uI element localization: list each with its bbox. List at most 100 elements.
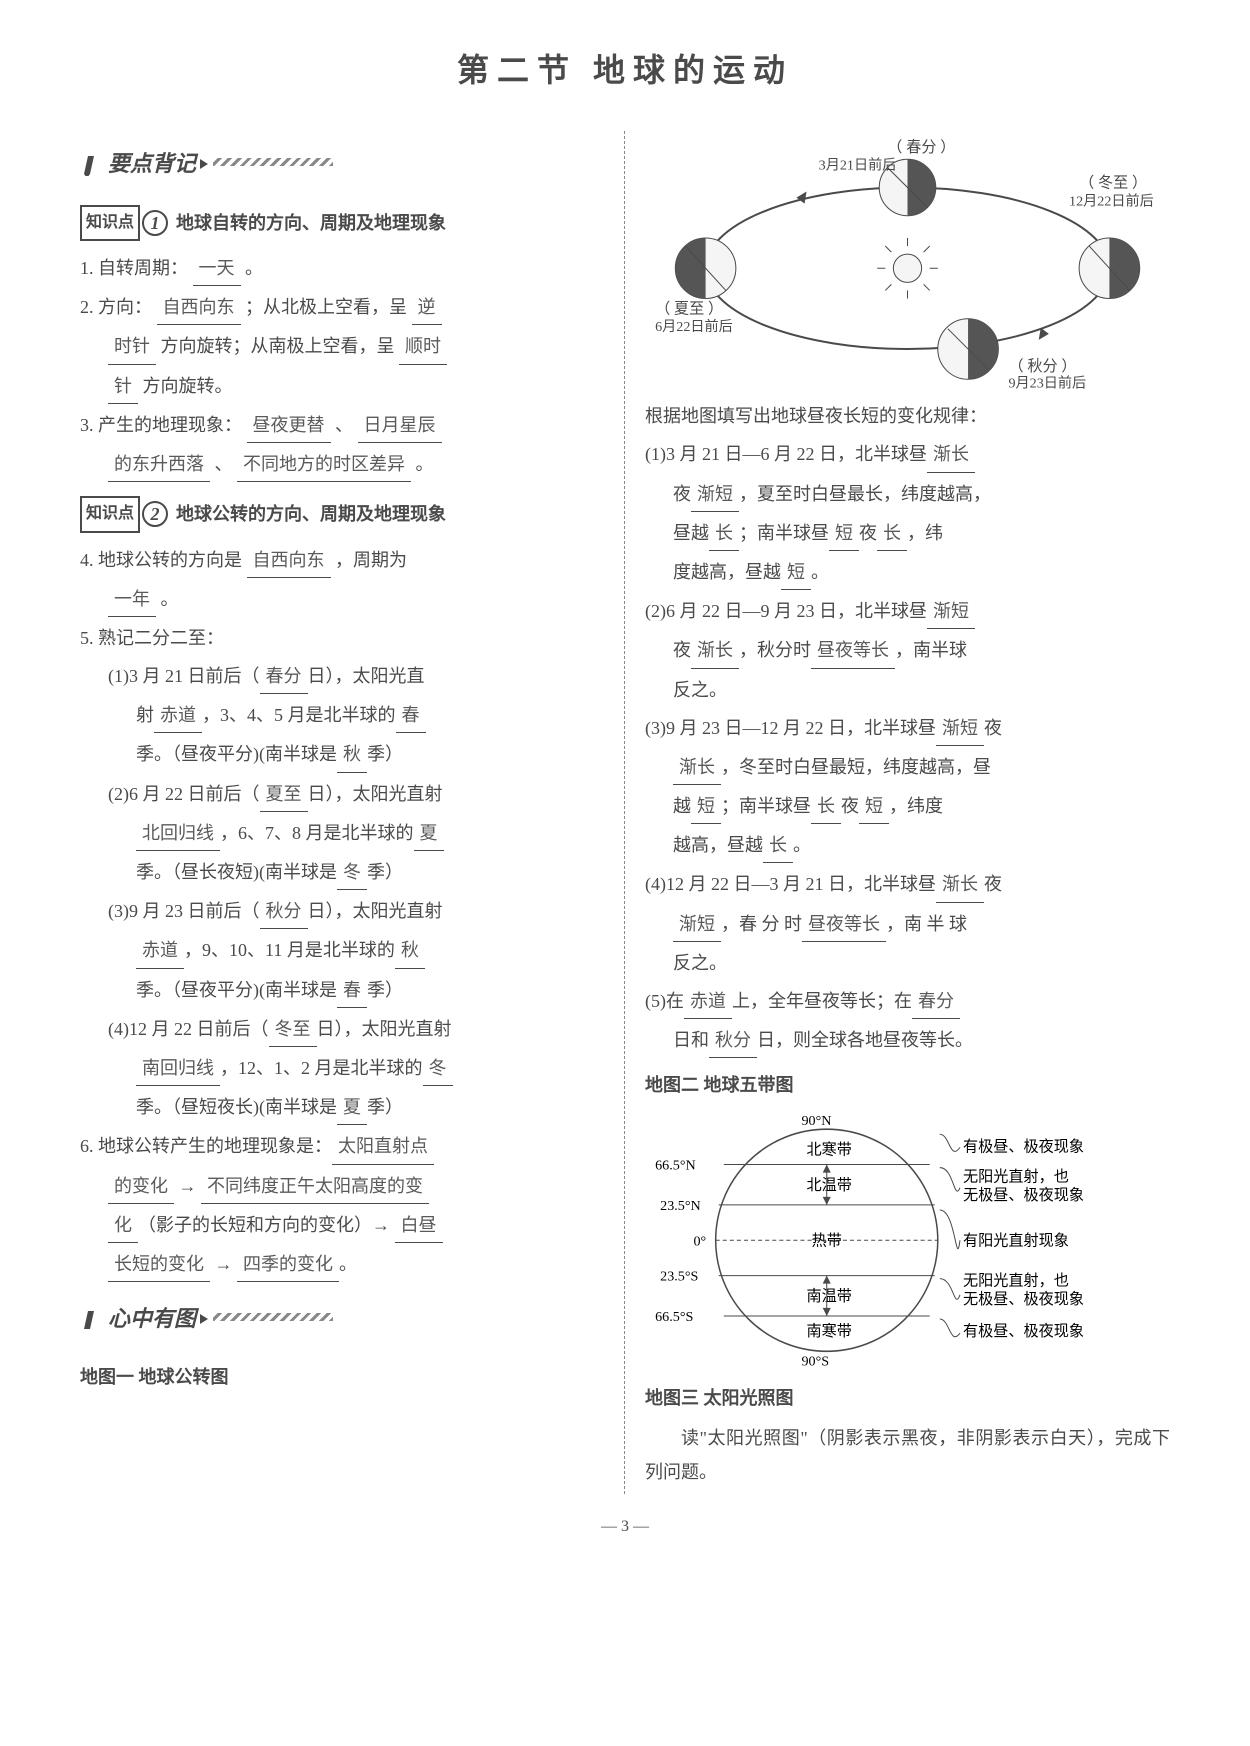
kp1-title: 地球自转的方向、周期及地理现象 [176,206,446,240]
r1-l2: 夜渐短，夏至时白昼最长，纬度越高， [645,477,1170,512]
svg-text:3月21日前后: 3月21日前后 [819,156,897,173]
svg-text:12月22日前后: 12月22日前后 [1069,192,1154,209]
q5-2-l3: 季。（昼长夜短)(南半球是冬季） [80,855,604,890]
page-title: 第二节 地球的运动 [80,40,1170,101]
kp2-box: 知识点 [80,496,140,532]
q3: 3. 产生的地理现象： 昼夜更替 、 日月星辰 [80,408,604,443]
q4: 4. 地球公转的方向是 自西向东 ，周期为 [80,543,604,578]
stripe-decoration [213,1313,333,1321]
q5-1: (1)3 月 21 日前后（春分日），太阳光直 [80,659,604,694]
r3: (3)9 月 23 日—12 月 22 日，北半球昼渐短夜 [645,711,1170,746]
q6-l3: 化（影子的长短和方向的变化）→ 白昼 [80,1208,604,1243]
q5-2-l2: 北回归线，6、7、8 月是北半球的夏 [80,816,604,851]
svg-text:90°N: 90°N [801,1113,831,1129]
svg-text:热带: 热带 [812,1232,842,1249]
map1-title: 地图一 地球公转图 [80,1360,604,1394]
q5-3-l3: 季。（昼夜平分)(南半球是春季） [80,973,604,1008]
map3-text: 读"太阳光照图"（阴影表示黑夜，非阴影表示白天），完成下列问题。 [645,1421,1170,1489]
svg-text:（ 冬至 ）: （ 冬至 ） [1079,174,1147,191]
r4-l3: 反之。 [645,946,1170,980]
mindmap-label: 心中有图 [108,1298,196,1340]
r3-l4: 越高，昼越长。 [645,828,1170,863]
svg-text:无阳光直射，也: 无阳光直射，也 [963,1272,1069,1289]
svg-text:无极昼、极夜现象: 无极昼、极夜现象 [963,1290,1084,1307]
svg-text:66.5°N: 66.5°N [655,1157,696,1173]
rules-intro: 根据地图填写出地球昼夜长短的变化规律： [645,399,1170,433]
map3-title: 地图三 太阳光照图 [645,1381,1170,1415]
zones-diagram: 北寒带 北温带 热带 南温带 南寒带 90°N 66.5°N 23.5°N 0°… [645,1109,1170,1372]
svg-text:有极昼、极夜现象: 有极昼、极夜现象 [963,1138,1084,1155]
section-header-mindmap: 心中有图 [80,1298,208,1340]
svg-text:有阳光直射现象: 有阳光直射现象 [963,1232,1069,1249]
q5-intro: 5. 熟记二分二至： [80,621,604,655]
globe-qiufen [938,319,999,380]
section-header-keypoints: 要点背记 [80,143,208,185]
globe-dongzhi [1079,238,1140,299]
r1-l3: 昼越长；南半球昼短夜长，纬 [645,516,1170,551]
svg-text:6月22日前后: 6月22日前后 [655,318,733,335]
r2-l2: 夜渐长，秋分时昼夜等长，南半球 [645,633,1170,668]
q1-blank: 一天 [193,251,241,286]
svg-text:北寒带: 北寒带 [807,1140,852,1158]
q5-4: (4)12 月 22 日前后（冬至日），太阳光直射 [80,1012,604,1047]
keypoints-label: 要点背记 [108,143,196,185]
pencil-icon [80,152,102,176]
r2-l3: 反之。 [645,673,1170,707]
svg-text:23.5°N: 23.5°N [660,1198,701,1214]
svg-text:0°: 0° [693,1233,706,1249]
svg-text:（ 夏至 ）: （ 夏至 ） [655,300,723,317]
svg-text:（ 秋分 ）: （ 秋分 ） [1008,358,1076,375]
q5-1-l3: 季。（昼夜平分)(南半球是秋季） [80,737,604,772]
kp2-num: 2 [142,501,168,527]
q5-4-l2: 南回归线，12、1、2 月是北半球的冬 [80,1051,604,1086]
r5: (5)在赤道上，全年昼夜等长；在春分 [645,984,1170,1019]
globe-xiazhi [675,238,736,299]
q5-3-l2: 赤道，9、10、11 月是北半球的秋 [80,933,604,968]
svg-text:（ 春分 ）: （ 春分 ） [887,139,955,156]
kp1-num: 1 [142,210,168,236]
q5-2: (2)6 月 22 日前后（夏至日），太阳光直射 [80,777,604,812]
knowledge-point-1: 知识点 1 地球自转的方向、周期及地理现象 [80,205,446,241]
content-columns: 要点背记 知识点 1 地球自转的方向、周期及地理现象 1. 自转周期： 一天 。… [80,131,1170,1494]
r5-l2: 日和秋分日，则全球各地昼夜等长。 [645,1023,1170,1058]
page-number: — 3 — [80,1512,1170,1542]
q4-line2: 一年 。 [80,582,604,617]
map2-title: 地图二 地球五带图 [645,1068,1170,1102]
kp2-title: 地球公转的方向、周期及地理现象 [176,497,446,531]
q5-1-l2: 射赤道，3、4、5 月是北半球的春 [80,698,604,733]
q6-l2: 的变化 → 不同纬度正午太阳高度的变 [80,1169,604,1204]
svg-text:北温带: 北温带 [807,1176,852,1193]
r1: (1)3 月 21 日—6 月 22 日，北半球昼渐长 [645,437,1170,472]
r4: (4)12 月 22 日—3 月 21 日，北半球昼渐长夜 [645,867,1170,902]
q2: 2. 方向： 自西向东 ；从北极上空看，呈 逆 [80,290,604,325]
r3-l2: 渐长，冬至时白昼最短，纬度越高，昼 [645,750,1170,785]
q5-4-l3: 季。（昼短夜长)(南半球是夏季） [80,1090,604,1125]
column-left: 要点背记 知识点 1 地球自转的方向、周期及地理现象 1. 自转周期： 一天 。… [80,131,625,1494]
pencil-icon [80,1307,102,1331]
svg-text:南温带: 南温带 [807,1287,852,1304]
svg-text:23.5°S: 23.5°S [660,1268,698,1284]
r3-l3: 越短；南半球昼长夜短，纬度 [645,789,1170,824]
kp1-box: 知识点 [80,205,140,241]
svg-text:90°S: 90°S [801,1353,829,1369]
orbit-diagram: （ 春分 ） 3月21日前后 （ 夏至 ） 6月22日前后 （ 秋分 ） 9月2… [645,137,1170,389]
knowledge-point-2: 知识点 2 地球公转的方向、周期及地理现象 [80,496,446,532]
q3-line2: 的东升西落 、 不同地方的时区差异 。 [80,447,604,482]
r2: (2)6 月 22 日—9 月 23 日，北半球昼渐短 [645,594,1170,629]
q2-line2: 时针 方向旋转；从南极上空看，呈 顺时 [80,329,604,364]
column-right: （ 春分 ） 3月21日前后 （ 夏至 ） 6月22日前后 （ 秋分 ） 9月2… [625,131,1170,1494]
q5-3: (3)9 月 23 日前后（秋分日），太阳光直射 [80,894,604,929]
svg-text:9月23日前后: 9月23日前后 [1008,374,1086,389]
q1: 1. 自转周期： 一天 。 [80,251,604,286]
stripe-decoration [213,158,333,166]
svg-text:无阳光直射，也: 无阳光直射，也 [963,1168,1069,1185]
svg-text:无极昼、极夜现象: 无极昼、极夜现象 [963,1186,1084,1203]
q6-l4: 长短的变化 → 四季的变化。 [80,1247,604,1282]
r4-l2: 渐短，春 分 时昼夜等长，南 半 球 [645,907,1170,942]
svg-text:66.5°S: 66.5°S [655,1309,693,1325]
svg-text:南寒带: 南寒带 [807,1322,852,1340]
q6: 6. 地球公转产生的地理现象是：太阳直射点 [80,1129,604,1164]
svg-text:有极昼、极夜现象: 有极昼、极夜现象 [963,1323,1084,1340]
r1-l4: 度越高，昼越短。 [645,555,1170,590]
q2-line3: 针 方向旋转。 [80,369,604,404]
